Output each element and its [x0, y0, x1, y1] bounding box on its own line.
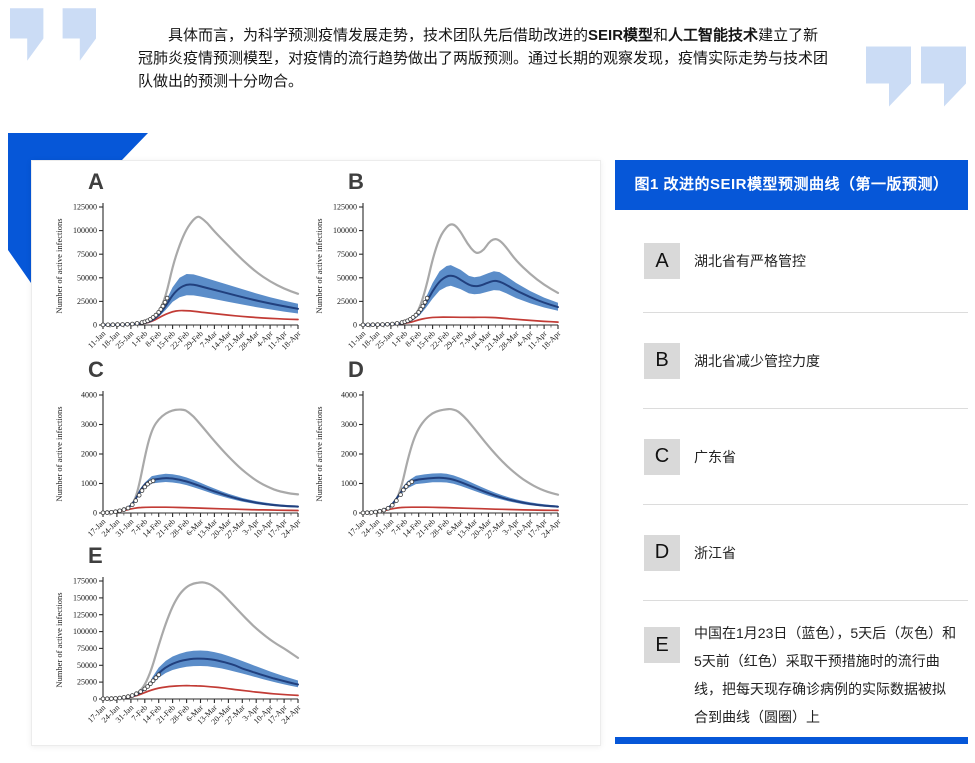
svg-text:0: 0: [93, 509, 97, 518]
chart-letter-B: B: [348, 169, 364, 194]
svg-text:4000: 4000: [341, 391, 357, 400]
chart-C-plot: 0100020003000400017-Jan24-Jan31-Jan7-Feb…: [54, 391, 303, 541]
open-quote-icon: [10, 8, 96, 61]
svg-text:0: 0: [353, 321, 357, 330]
legend-item-D: D 浙江省: [615, 505, 968, 600]
chart-C: C 0 1000 2000 3000 4000 17-Jan 24-Jan 31-Jan 7-F…: [46, 357, 304, 577]
open-quote-mark-2: [62, 8, 96, 61]
close-quote-icon: [866, 46, 966, 107]
panel-footer-bar: [615, 737, 968, 744]
chart-letter-A: A: [88, 169, 104, 194]
svg-text:100000: 100000: [73, 627, 97, 636]
svg-text:0: 0: [93, 695, 97, 704]
svg-text:75000: 75000: [77, 250, 97, 259]
svg-text:75000: 75000: [77, 644, 97, 653]
svg-text:Number of active infections: Number of active infections: [314, 406, 324, 501]
close-quote-mark-1: [866, 46, 911, 107]
legend-label-B: 湖北省减少管控力度: [694, 352, 820, 369]
legend-key-C: C: [644, 438, 680, 475]
svg-text:50000: 50000: [337, 273, 357, 282]
chart-B: B 0 25000 50000 75000 100000 125000 11-Jan 18-J…: [306, 169, 564, 389]
legend-item-C: C 广东省: [615, 409, 968, 504]
legend-key-D: D: [644, 534, 680, 571]
svg-text:100000: 100000: [333, 226, 357, 235]
legend-item-E: E 中国在1月23日（蓝色），5天后（灰色）和5天前（红色）采取干预措施时的流行…: [615, 601, 968, 737]
legend-label-E: 中国在1月23日（蓝色），5天后（灰色）和5天前（红色）采取干预措施时的流行曲线…: [694, 625, 957, 725]
svg-text:Number of active infections: Number of active infections: [314, 218, 324, 313]
legend-item-A: A 湖北省有严格管控: [615, 210, 968, 312]
svg-text:25000: 25000: [77, 678, 97, 687]
svg-text:175000: 175000: [73, 577, 97, 586]
chart-B-plot: 025000500007500010000012500011-Jan18-Jan…: [314, 203, 563, 353]
svg-text:1000: 1000: [341, 479, 357, 488]
svg-text:50000: 50000: [77, 661, 97, 670]
svg-text:25000: 25000: [77, 297, 97, 306]
chart-D: D 0 1000 2000 3000 4000 17-Jan 24-Jan 31-Jan 7-F…: [306, 357, 564, 577]
legend-key-B: B: [644, 342, 680, 379]
divider: [643, 600, 968, 601]
svg-text:4000: 4000: [81, 391, 97, 400]
svg-text:Number of active infections: Number of active infections: [54, 218, 64, 313]
svg-text:0: 0: [353, 509, 357, 518]
card-corner-accent: [8, 133, 148, 283]
svg-text:125000: 125000: [73, 610, 97, 619]
figure-legend-panel: 图1 改进的SEIR模型预测曲线（第一版预测） A 湖北省有严格管控 B 湖北省…: [615, 160, 968, 744]
chart-A-plot: 025000500007500010000012500011-Jan18-Jan…: [54, 203, 303, 353]
svg-text:Number of active infections: Number of active infections: [54, 406, 64, 501]
chart-E: E 0 25000 50000 75000 100000 125000 150000 1750…: [46, 543, 304, 763]
figure-title: 图1 改进的SEIR模型预测曲线（第一版预测）: [615, 160, 968, 210]
legend-key-E: E: [644, 627, 680, 663]
svg-text:3000: 3000: [341, 420, 357, 429]
svg-text:Number of active infections: Number of active infections: [54, 592, 64, 687]
divider: [643, 312, 968, 313]
chart-A: A 0 25000 50000 75000 100000 125000 11-Jan 18-J…: [46, 169, 304, 389]
svg-text:2000: 2000: [81, 450, 97, 459]
legend-label-D: 浙江省: [694, 544, 736, 561]
svg-text:3000: 3000: [81, 420, 97, 429]
intro-paragraph: 具体而言，为科学预测疫情发展走势，技术团队先后借助改进的SEIR模型和人工智能技…: [138, 27, 829, 90]
svg-text:25000: 25000: [337, 297, 357, 306]
divider: [643, 408, 968, 409]
close-quote-mark-2: [921, 46, 966, 107]
chart-letter-E: E: [88, 543, 103, 568]
chart-letter-D: D: [348, 357, 364, 382]
svg-text:50000: 50000: [77, 273, 97, 282]
divider: [643, 504, 968, 505]
svg-text:2000: 2000: [341, 450, 357, 459]
legend-label-A: 湖北省有严格管控: [694, 253, 806, 269]
svg-text:125000: 125000: [73, 203, 97, 212]
legend-item-B: B 湖北省减少管控力度: [615, 313, 968, 408]
figure-card: A 0 25000 50000 75000 100000 125000 11-Jan 18-J…: [31, 160, 601, 746]
svg-text:1000: 1000: [81, 479, 97, 488]
svg-text:125000: 125000: [333, 203, 357, 212]
svg-text:0: 0: [93, 321, 97, 330]
legend-label-C: 广东省: [694, 448, 736, 465]
svg-text:150000: 150000: [73, 594, 97, 603]
legend-key-A: A: [644, 243, 680, 279]
chart-D-plot: 0100020003000400017-Jan24-Jan31-Jan7-Feb…: [314, 391, 563, 541]
chart-E-plot: 0 25000 50000 75000 100000 125000 150000 175000…: [54, 577, 303, 727]
open-quote-mark-1: [10, 8, 44, 61]
svg-text:75000: 75000: [337, 250, 357, 259]
chart-letter-C: C: [88, 357, 104, 382]
svg-text:100000: 100000: [73, 226, 97, 235]
